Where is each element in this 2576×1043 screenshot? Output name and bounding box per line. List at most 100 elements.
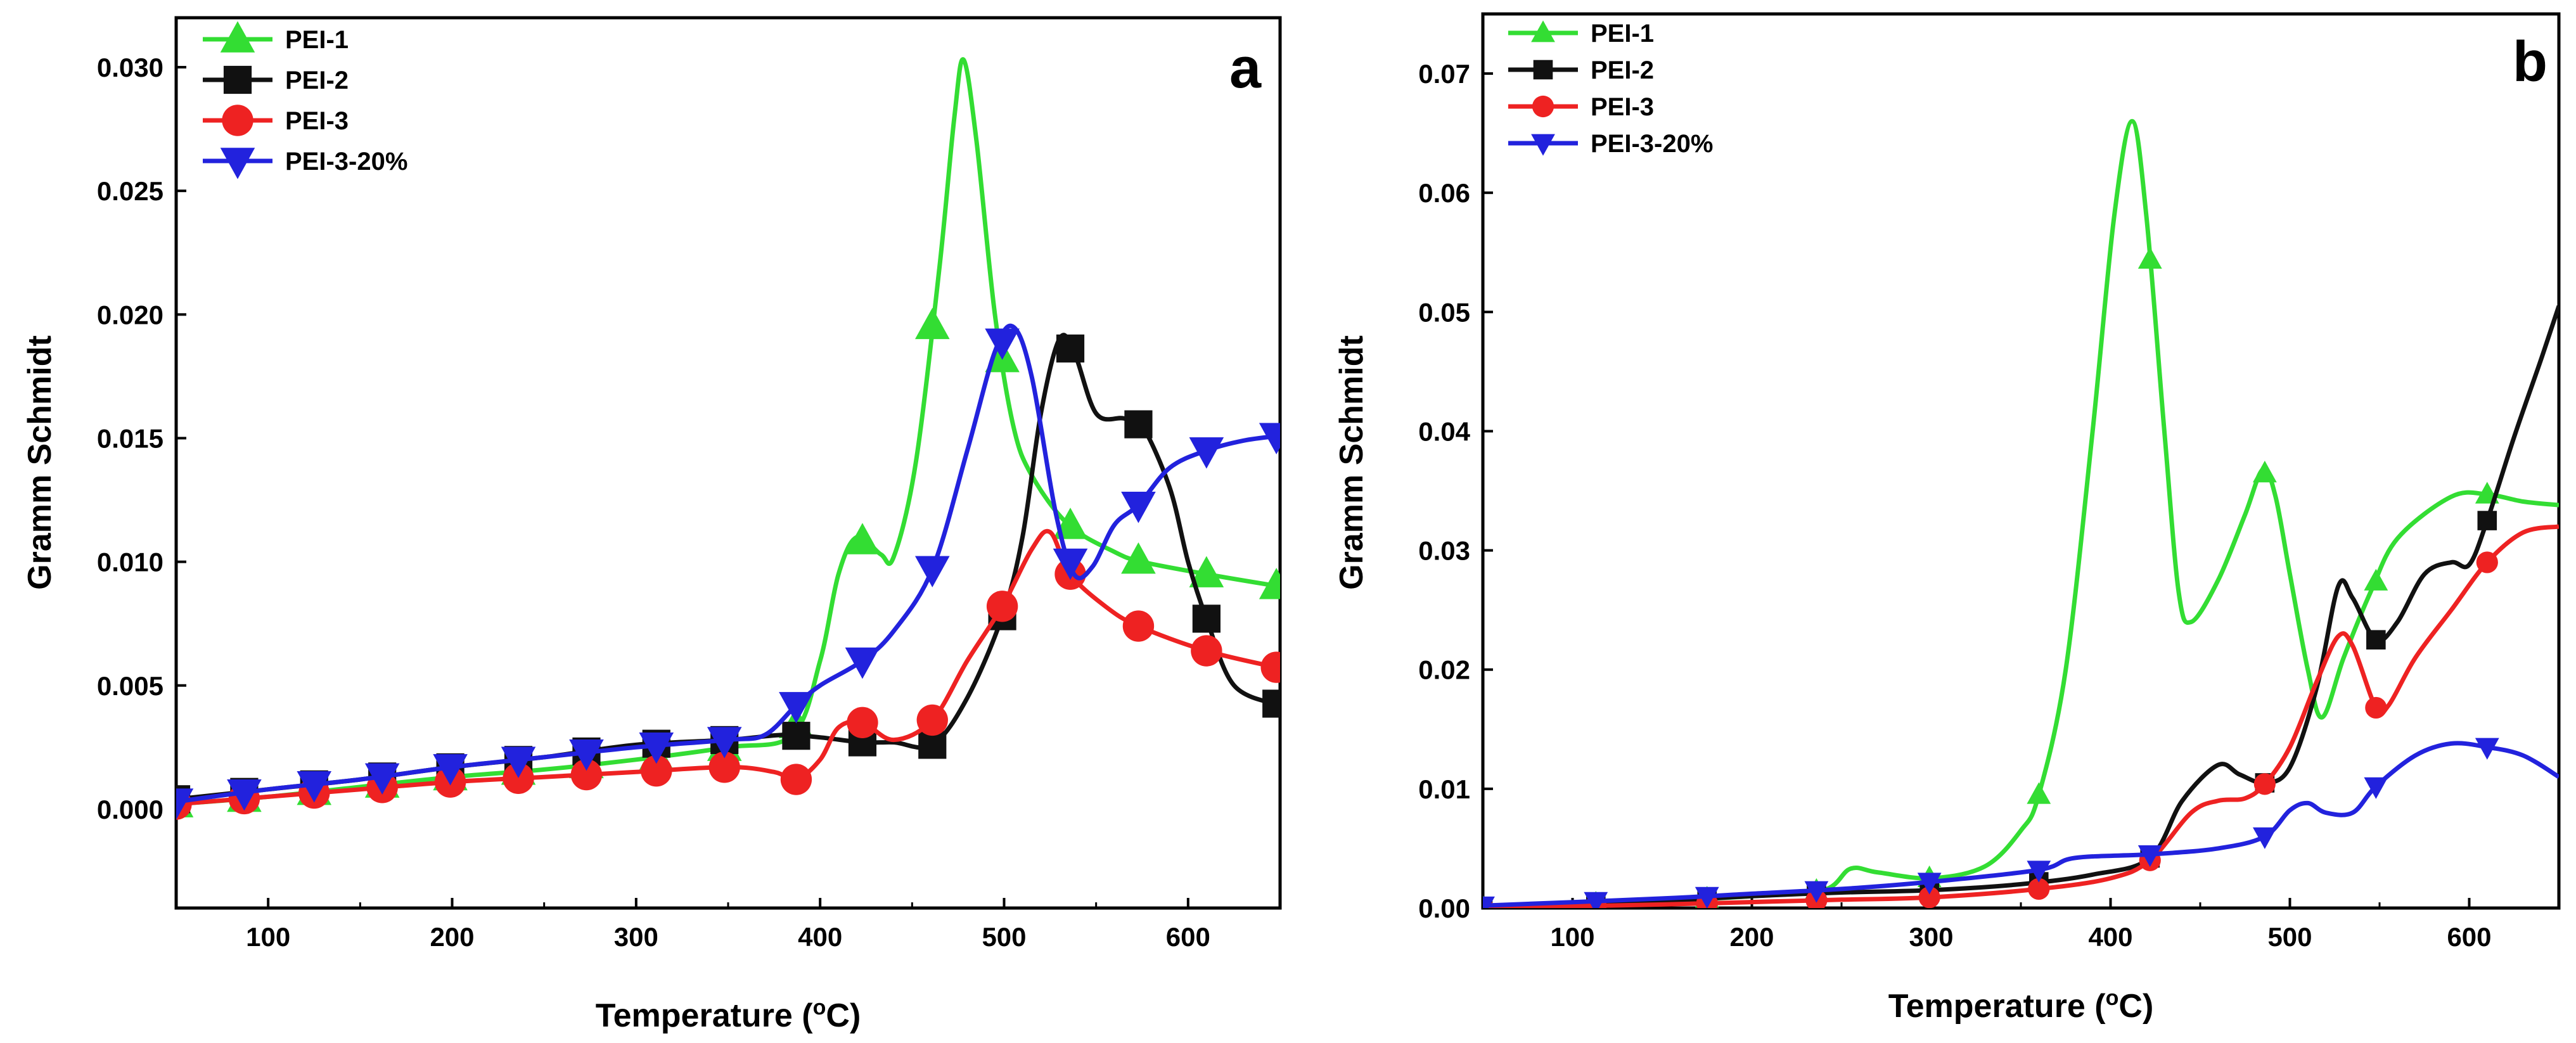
series-line [1483, 524, 2559, 908]
x-axis-title-b: Temperature (oC) [1888, 986, 2154, 1025]
series-layer-a [176, 57, 1280, 820]
series-line [1483, 305, 2559, 908]
x-tick-label: 600 [2447, 922, 2491, 952]
legend-marker [222, 105, 253, 136]
data-point [570, 758, 603, 791]
data-point [1189, 437, 1224, 469]
data-point [433, 754, 468, 786]
data-point [2366, 630, 2386, 649]
series-PEI-3-20% [176, 323, 1280, 820]
data-point [985, 328, 1020, 360]
data-point [2137, 845, 2162, 867]
data-point [1260, 651, 1280, 683]
series-layer-b [1483, 118, 2559, 908]
y-tick-label: 0.06 [1418, 178, 1470, 208]
x-tick-label: 200 [430, 922, 474, 952]
data-point [708, 752, 740, 783]
legend-label: PEI-1 [285, 26, 349, 54]
x-tick-label: 300 [614, 922, 658, 952]
data-point [364, 763, 400, 795]
y-tick-label: 0.015 [97, 423, 163, 453]
legend-a: PEI-1 PEI-2 PEI-3 PEI-3-20% [203, 21, 407, 179]
data-point [1584, 892, 1608, 908]
data-point [2253, 773, 2276, 795]
data-point [2476, 551, 2498, 573]
data-point [845, 523, 880, 554]
data-point [297, 771, 332, 803]
data-point [1695, 886, 1719, 908]
data-point [847, 707, 878, 738]
data-point [2137, 246, 2162, 269]
data-point [2477, 511, 2497, 530]
data-point [779, 692, 814, 724]
legend-label: PEI-3-20% [1591, 130, 1713, 158]
y-tick-label: 0.02 [1418, 655, 1470, 685]
y-tick-label: 0.05 [1418, 297, 1470, 327]
data-point [1053, 548, 1088, 580]
legend-marker [1532, 95, 1554, 118]
data-point [1056, 334, 1085, 363]
x-tick-label: 100 [1550, 922, 1594, 952]
y-tick-label: 0.01 [1418, 774, 1470, 804]
tick-layer-a: 100 200 300 400 500 600 0.000 0.005 0.010 0.015 0.… [97, 53, 1281, 952]
panel-label-a: a [1229, 37, 1262, 100]
data-point [227, 779, 262, 811]
x-tick-label: 400 [2088, 922, 2132, 952]
data-point [1918, 886, 1940, 908]
data-point [569, 739, 604, 771]
legend-label: PEI-2 [1591, 56, 1654, 84]
x-axis-title-a: Temperature (oC) [596, 995, 861, 1034]
data-point [501, 746, 536, 778]
data-point [845, 647, 880, 679]
data-point [1189, 556, 1224, 587]
data-point [2027, 782, 2051, 804]
chart-panel-a: Temperature (oC) Gramm Schmidt a 100 200 3… [22, 16, 1282, 1034]
data-point [2252, 461, 2277, 483]
series-line [1483, 118, 2559, 908]
data-point [2027, 861, 2051, 883]
series-PEI-1 [1483, 118, 2559, 908]
x-tick-label: 100 [246, 922, 290, 952]
legend-label: PEI-3 [1591, 93, 1654, 121]
data-point [916, 704, 948, 736]
data-point [2028, 878, 2050, 900]
legend-label: PEI-3 [285, 107, 349, 135]
series-PEI-3-20% [1483, 738, 2559, 908]
x-tick-label: 500 [982, 922, 1026, 952]
x-tick-label: 500 [2267, 922, 2312, 952]
data-point [503, 762, 534, 795]
x-tick-label: 200 [1729, 922, 1774, 952]
x-tick-label: 300 [1909, 922, 1953, 952]
data-point [639, 732, 674, 764]
data-point [707, 727, 742, 758]
legend-marker [1533, 60, 1553, 80]
chart-panel-b: Temperature (oC) Gramm Schmidt b 100 200 3… [1333, 12, 2561, 1025]
data-point [1124, 410, 1153, 438]
tick-layer-b: 100 200 300 400 500 600 0.00 0.01 0.02 0.03 0.04 0.… [1418, 59, 2560, 952]
data-point [1121, 542, 1156, 574]
x-tick-label: 600 [1166, 922, 1210, 952]
data-point [1483, 896, 1495, 908]
data-point [780, 764, 812, 795]
data-point [1917, 873, 1942, 895]
data-point [914, 556, 950, 587]
data-point [2252, 827, 2277, 849]
data-point [1122, 610, 1155, 642]
legend-label: PEI-3-20% [285, 148, 407, 176]
legend-marker [1531, 20, 1555, 42]
legend-b: PEI-1 PEI-2 PEI-3 PEI-3-20% [1508, 20, 1713, 158]
x-tick-label: 400 [798, 922, 842, 952]
legend-label: PEI-2 [285, 67, 349, 94]
data-point [2364, 568, 2388, 591]
data-point [1262, 689, 1280, 718]
data-point [1121, 492, 1156, 523]
y-tick-label: 0.00 [1418, 893, 1470, 923]
legend-marker [220, 148, 255, 179]
y-tick-label: 0.025 [97, 176, 163, 206]
legend-marker [220, 21, 255, 53]
legend-marker [223, 65, 252, 94]
data-point [1259, 423, 1280, 454]
legend-label: PEI-1 [1591, 20, 1654, 48]
series-line [176, 57, 1280, 807]
